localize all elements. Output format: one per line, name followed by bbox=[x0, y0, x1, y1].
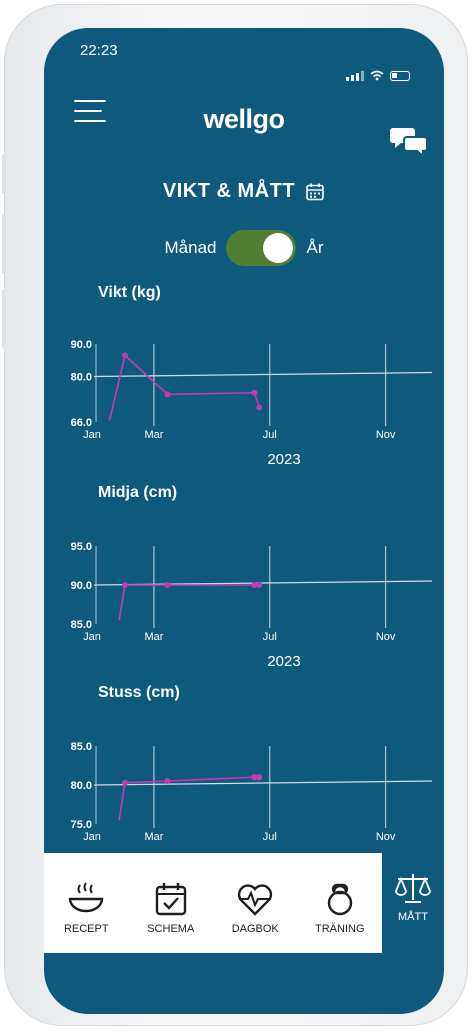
chart-svg: Jan Mar Jul Nov 95.0 90.0 85.0 2023 bbox=[71, 541, 433, 670]
nav-label: DAGBOK bbox=[231, 923, 279, 935]
app-screen: 22:23 wellgo VIKT & MÅTT bbox=[44, 28, 444, 1014]
x-axis-year: 2023 bbox=[267, 653, 300, 670]
section-title-stuss: Stuss (cm) bbox=[98, 684, 180, 701]
wifi-icon bbox=[370, 70, 384, 81]
calendar-icon[interactable] bbox=[305, 182, 325, 202]
data-point bbox=[121, 352, 128, 359]
status-icons bbox=[346, 70, 410, 81]
data-point bbox=[121, 779, 128, 786]
data-point bbox=[251, 582, 258, 588]
x-tick-label: Jan bbox=[83, 831, 101, 843]
x-tick-label: Mar bbox=[144, 429, 163, 441]
data-point bbox=[121, 582, 128, 588]
period-toggle: Månad År bbox=[44, 230, 444, 266]
y-tick-label: 75.0 bbox=[71, 819, 92, 831]
x-tick-label: Nov bbox=[376, 831, 396, 843]
bottom-nav: RECEPT SCHEMA DAGBOK bbox=[44, 853, 382, 953]
volume-up-button bbox=[2, 214, 6, 274]
nav-item-matt[interactable]: MÅTT bbox=[382, 853, 444, 953]
nav-label: RECEPT bbox=[63, 923, 109, 935]
status-time: 22:23 bbox=[80, 42, 118, 59]
data-point bbox=[164, 778, 171, 785]
chat-icon[interactable] bbox=[390, 124, 430, 158]
x-tick-label: Jul bbox=[263, 831, 277, 843]
section-title-vikt: Vikt (kg) bbox=[98, 284, 161, 301]
y-tick-label: 85.0 bbox=[71, 619, 92, 631]
page-title-text: VIKT & MÅTT bbox=[162, 180, 296, 202]
battery-icon bbox=[390, 71, 410, 81]
baseline bbox=[93, 371, 433, 378]
x-axis-year: 2023 bbox=[267, 451, 300, 468]
x-tick-label: Jan bbox=[83, 429, 101, 441]
data-point bbox=[164, 582, 171, 588]
data-point bbox=[256, 582, 263, 588]
nav-item-recept[interactable]: RECEPT bbox=[46, 881, 126, 935]
kettlebell-icon bbox=[327, 883, 352, 916]
nav-item-schema[interactable]: SCHEMA bbox=[131, 881, 211, 935]
calendar-check-icon bbox=[155, 883, 186, 916]
y-tick-label: 90.0 bbox=[71, 580, 92, 592]
chart-svg: Jan Mar Jul Nov 90.0 80.0 66.0 2023 bbox=[71, 339, 433, 468]
scale-icon bbox=[395, 874, 431, 903]
chart-midja: Jan Mar Jul Nov 95.0 90.0 85.0 2023 bbox=[44, 536, 444, 691]
data-point bbox=[251, 389, 258, 396]
y-tick-label: 80.0 bbox=[71, 372, 92, 384]
section-title-midja: Midja (cm) bbox=[98, 484, 178, 501]
data-point bbox=[256, 774, 263, 781]
signal-icon bbox=[346, 71, 364, 81]
x-tick-label: Nov bbox=[376, 429, 396, 441]
period-switch[interactable] bbox=[226, 230, 297, 266]
bowl-icon bbox=[69, 882, 104, 913]
x-tick-label: Jan bbox=[83, 631, 101, 643]
nav-label: TRÄNING bbox=[315, 923, 365, 935]
x-tick-label: Jul bbox=[263, 631, 277, 643]
app-logo: wellgo bbox=[203, 104, 285, 134]
y-tick-label: 85.0 bbox=[71, 741, 92, 753]
hamburger-menu-icon[interactable] bbox=[74, 100, 106, 126]
data-point bbox=[164, 391, 171, 398]
y-tick-label: 66.0 bbox=[71, 417, 92, 429]
baseline bbox=[93, 780, 433, 786]
volume-down-button bbox=[2, 289, 6, 349]
toggle-label-year[interactable]: År bbox=[306, 238, 324, 257]
nav-item-dagbok[interactable]: DAGBOK bbox=[215, 881, 295, 935]
x-tick-label: Mar bbox=[144, 831, 163, 843]
series-line bbox=[108, 353, 260, 421]
data-point bbox=[251, 774, 258, 781]
nav-label: MÅTT bbox=[398, 911, 428, 923]
y-tick-label: 95.0 bbox=[71, 541, 92, 553]
x-tick-label: Mar bbox=[144, 631, 163, 643]
y-tick-label: 80.0 bbox=[71, 780, 92, 792]
x-tick-label: Nov bbox=[376, 631, 396, 643]
chart-vikt: Jan Mar Jul Nov 90.0 80.0 66.0 2023 bbox=[44, 334, 444, 489]
phone-frame: 22:23 wellgo VIKT & MÅTT bbox=[2, 4, 468, 1026]
toggle-label-month[interactable]: Månad bbox=[164, 238, 217, 257]
mute-switch bbox=[2, 154, 6, 194]
x-tick-label: Jul bbox=[263, 429, 277, 441]
data-point bbox=[256, 404, 263, 411]
y-tick-label: 90.0 bbox=[71, 339, 92, 351]
series-line bbox=[118, 584, 260, 621]
page-title: VIKT & MÅTT bbox=[44, 180, 444, 203]
switch-knob bbox=[263, 233, 294, 263]
nav-label: SCHEMA bbox=[147, 923, 195, 935]
nav-item-traning[interactable]: TRÄNING bbox=[300, 881, 380, 935]
heart-pulse-icon bbox=[238, 884, 273, 916]
